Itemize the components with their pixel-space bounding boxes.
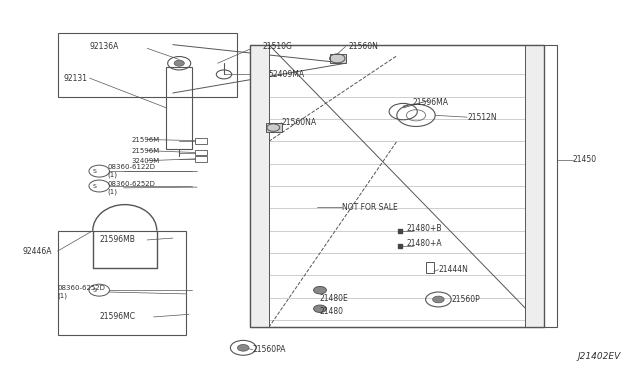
Text: 21480E: 21480E xyxy=(320,294,349,303)
Text: 21450: 21450 xyxy=(573,155,597,164)
Text: 21560P: 21560P xyxy=(451,295,480,304)
Text: 92446A: 92446A xyxy=(22,247,52,256)
Text: 21510G: 21510G xyxy=(262,42,292,51)
Text: 21596M: 21596M xyxy=(131,137,159,142)
Text: 21596MB: 21596MB xyxy=(99,235,135,244)
Text: 08360-6252D
(1): 08360-6252D (1) xyxy=(108,181,156,195)
Circle shape xyxy=(314,286,326,294)
Text: S: S xyxy=(93,169,97,174)
Text: 32409M: 32409M xyxy=(131,158,159,164)
Bar xyxy=(250,45,544,327)
Bar xyxy=(426,262,434,273)
Bar xyxy=(250,45,269,327)
Bar xyxy=(195,138,207,144)
Circle shape xyxy=(237,344,249,351)
Bar xyxy=(58,231,186,335)
Circle shape xyxy=(174,60,184,66)
Bar xyxy=(195,150,207,155)
Bar xyxy=(250,45,557,327)
Text: 92131: 92131 xyxy=(64,74,88,83)
Text: 21596MA: 21596MA xyxy=(413,98,449,107)
Text: S: S xyxy=(93,183,97,189)
Text: 21480: 21480 xyxy=(320,307,344,316)
Text: 52409MA: 52409MA xyxy=(269,70,305,79)
Bar xyxy=(330,54,346,63)
Circle shape xyxy=(314,305,326,312)
Bar xyxy=(58,33,237,97)
Text: 21512N: 21512N xyxy=(467,113,497,122)
Text: NOT FOR SALE: NOT FOR SALE xyxy=(342,203,398,212)
Text: 08360-6252D
(1): 08360-6252D (1) xyxy=(58,285,106,299)
Text: 21480+A: 21480+A xyxy=(406,239,442,248)
Text: J21402EV: J21402EV xyxy=(577,352,621,361)
Text: 21560NA: 21560NA xyxy=(282,118,317,127)
Circle shape xyxy=(433,296,444,303)
Text: 08360-6122D
(1): 08360-6122D (1) xyxy=(108,164,156,178)
Bar xyxy=(166,67,192,149)
Text: 92136A: 92136A xyxy=(90,42,119,51)
Text: 21480+B: 21480+B xyxy=(406,224,442,233)
Bar xyxy=(195,156,207,162)
Text: S: S xyxy=(93,288,97,293)
Bar xyxy=(525,45,544,327)
Text: 21596M: 21596M xyxy=(131,148,159,154)
Text: 21596MC: 21596MC xyxy=(99,312,135,321)
Bar xyxy=(266,123,282,132)
Text: 21444N: 21444N xyxy=(438,265,468,274)
Text: 21560PA: 21560PA xyxy=(253,345,286,354)
Text: 21560N: 21560N xyxy=(349,42,379,51)
